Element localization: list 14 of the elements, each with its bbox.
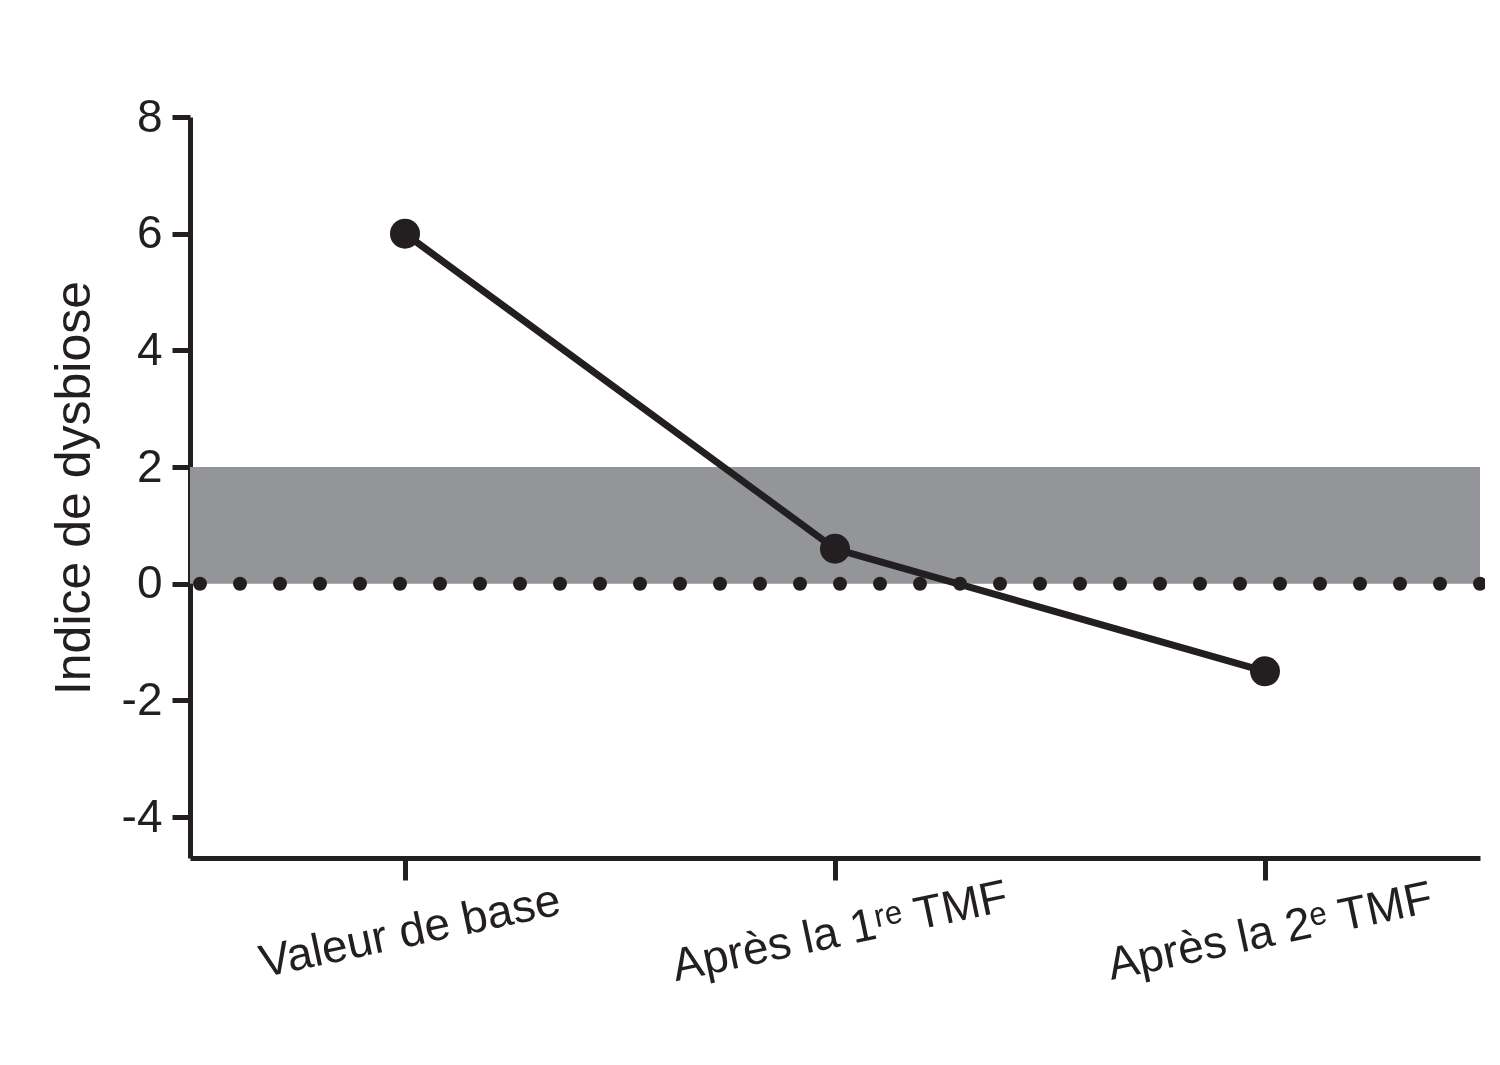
y-tick-label: -2 bbox=[121, 672, 163, 725]
y-tick-label: 8 bbox=[136, 89, 163, 142]
point bbox=[820, 533, 850, 564]
y-tick-label: 4 bbox=[136, 322, 163, 375]
x-tick-label: Après la 2ᵉ TMF bbox=[1102, 870, 1437, 990]
x-tick-label: Après la 1ʳᵉ TMF bbox=[667, 869, 1013, 992]
y-tick-label: -4 bbox=[121, 789, 163, 842]
x-tick-label: Valeur de base bbox=[254, 872, 565, 988]
y-tick-label: 2 bbox=[136, 439, 163, 492]
point bbox=[1250, 656, 1280, 687]
y-tick-label: 6 bbox=[136, 206, 163, 259]
point bbox=[390, 218, 420, 249]
y-axis-title: Indice de dysbiose bbox=[44, 280, 101, 696]
y-tick-label: 0 bbox=[136, 556, 163, 609]
